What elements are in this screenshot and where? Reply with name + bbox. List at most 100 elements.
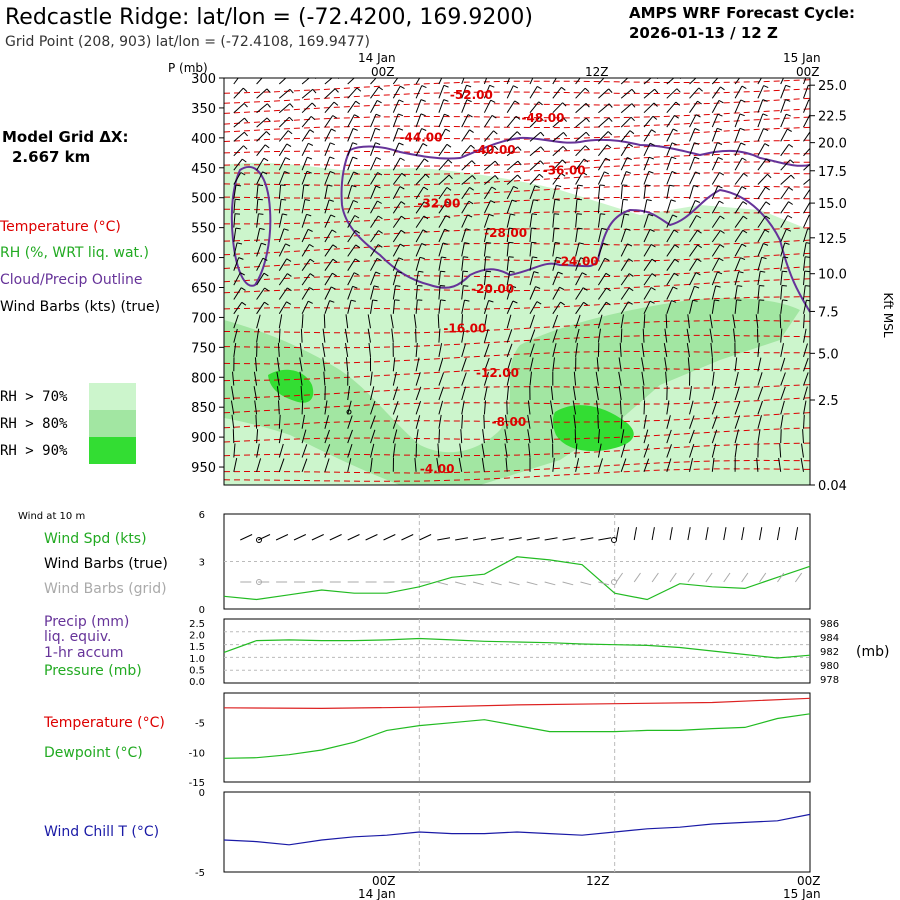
wind-barb-flag (332, 244, 338, 249)
wind-barb (689, 114, 697, 128)
wind-barb (392, 230, 402, 243)
wind-barb (345, 343, 349, 357)
wind-barb-flag (765, 158, 771, 163)
wind-barb (461, 187, 471, 200)
isotherm-label: -36.00 (543, 164, 586, 178)
wind-barb (301, 300, 309, 315)
wind-barb (438, 285, 441, 300)
wind-barb (278, 458, 285, 472)
wind-barb (618, 386, 622, 401)
wind-barb-flag (263, 272, 269, 277)
wind-barb-grid (669, 572, 677, 583)
wind-barb (506, 131, 518, 142)
wind-barb (483, 85, 491, 99)
wind-barb (711, 443, 717, 458)
wind-barb-true (437, 537, 451, 541)
legend-wind-barbs-true: Wind Barbs (true) (44, 556, 168, 572)
wind-barb (757, 99, 764, 113)
wind-barb-flag (471, 175, 476, 180)
wind-barb (504, 443, 508, 458)
wind-barb-flag (585, 103, 590, 108)
wind-barb (415, 158, 425, 171)
wind-barb-flag (648, 170, 654, 174)
wind-barb (552, 457, 555, 472)
wind-barb-true (759, 527, 763, 541)
wind-barb (689, 272, 697, 286)
wind-barb (757, 173, 768, 185)
wind-barb (278, 414, 281, 429)
wind-barb (734, 173, 744, 185)
wind-barb-flag (423, 201, 429, 206)
wind-barb (734, 157, 743, 171)
wind-barb (663, 343, 668, 357)
wind-barb-flag (395, 285, 401, 287)
wind-barb-flag (576, 198, 582, 201)
wind-barb-flag (562, 159, 567, 164)
wind-barb (392, 201, 402, 214)
wind-barb (552, 132, 564, 142)
wind-barb-flag (606, 144, 612, 149)
wind-barb (575, 228, 579, 243)
wind-barb (276, 357, 280, 372)
wind-barb (461, 160, 473, 171)
wind-barb (301, 78, 310, 85)
wind-barb (755, 314, 759, 329)
height-tick-label: 5.0 (818, 347, 839, 362)
wind-barb (757, 400, 763, 415)
isotherm-label: -40.00 (473, 143, 516, 157)
wind-barb (529, 101, 540, 114)
wind-barb-flag (583, 158, 589, 163)
wind-barb (256, 429, 259, 444)
wind-barb (506, 85, 514, 99)
wind-barb (803, 314, 805, 329)
wind-barb (233, 228, 237, 243)
wind-barb-flag (328, 199, 334, 202)
wind-barb-flag (742, 229, 748, 234)
wind-barb-flag (398, 127, 404, 131)
wind-barb (803, 188, 810, 200)
wind-barb-flag (447, 159, 453, 164)
wind-barb (643, 171, 650, 185)
wind-barb (778, 457, 782, 472)
wind-barb (322, 328, 326, 343)
wind-barb (324, 128, 332, 142)
wind-barb (278, 157, 286, 171)
cross-section-panel: -52.00 -48.00 -44.00 -40.00 -36.00 -32.00 -28.… (191, 71, 895, 494)
wind-barb-flag (582, 287, 588, 291)
station-title: Redcastle Ridge: lat/lon = (-72.4200, 16… (5, 5, 533, 30)
wind-barb-flag (533, 199, 539, 202)
pressure-tick-label: 300 (191, 72, 216, 87)
wind-barb (552, 102, 563, 114)
wind-barb (483, 115, 493, 128)
wind-barb-flag (285, 157, 291, 161)
wind-barb-flag (577, 227, 583, 230)
wind-barb-flag (306, 170, 312, 174)
wind-barb-flag (608, 103, 613, 108)
height-ticks: 25.0 22.5 20.0 17.5 15.0 12.5 10.0 7.5 5.0 2.5 0.0… (810, 79, 847, 494)
wind-barb-flag (672, 286, 678, 290)
isotherm-line (224, 172, 810, 186)
wind-10m-title: Wind at 10 m (18, 511, 85, 522)
wind-barb-flag (494, 145, 499, 151)
wind-barb (643, 444, 650, 458)
wind-barb-flag (787, 71, 792, 73)
wind-barb (780, 187, 790, 200)
wind-barb (278, 314, 283, 329)
legend-temperature: Temperature (°C) (0, 219, 121, 235)
wind-barb (620, 429, 625, 444)
wind-barb-flag (718, 99, 724, 104)
wind-barb-flag (425, 173, 430, 178)
wind-barb (689, 215, 697, 228)
wind-barb-flag (740, 99, 746, 103)
wind-barb-flag (789, 159, 795, 164)
wind-barb (370, 244, 379, 257)
wind-barb-flag (538, 101, 543, 106)
wind-barb (233, 145, 244, 157)
wind-barb (324, 400, 328, 415)
wind-barb (572, 400, 577, 415)
wind-barb-flag (717, 271, 723, 275)
wind-barb (415, 215, 425, 228)
wind-barb-true (687, 527, 691, 541)
wind-barb-flag (762, 99, 768, 102)
wind-barb (550, 429, 554, 444)
